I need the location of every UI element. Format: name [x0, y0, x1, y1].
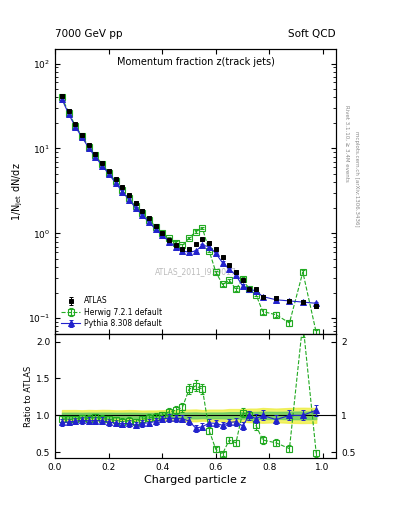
Text: mcplots.cern.ch [arXiv:1306.3436]: mcplots.cern.ch [arXiv:1306.3436]: [354, 132, 359, 227]
Text: Soft QCD: Soft QCD: [288, 29, 336, 39]
Y-axis label: Ratio to ATLAS: Ratio to ATLAS: [24, 366, 33, 427]
Text: 7000 GeV pp: 7000 GeV pp: [55, 29, 123, 39]
X-axis label: Charged particle z: Charged particle z: [144, 475, 247, 485]
Text: Momentum fraction z(track jets): Momentum fraction z(track jets): [117, 57, 274, 67]
Text: Rivet 3.1.10, ≥ 3.4M events: Rivet 3.1.10, ≥ 3.4M events: [344, 105, 349, 182]
Y-axis label: 1/N$_\mathregular{jet}$ dN/dz: 1/N$_\mathregular{jet}$ dN/dz: [11, 162, 25, 221]
Legend: ATLAS, Herwig 7.2.1 default, Pythia 8.308 default: ATLAS, Herwig 7.2.1 default, Pythia 8.30…: [59, 294, 164, 330]
Text: ATLAS_2011_I919017: ATLAS_2011_I919017: [154, 267, 237, 276]
